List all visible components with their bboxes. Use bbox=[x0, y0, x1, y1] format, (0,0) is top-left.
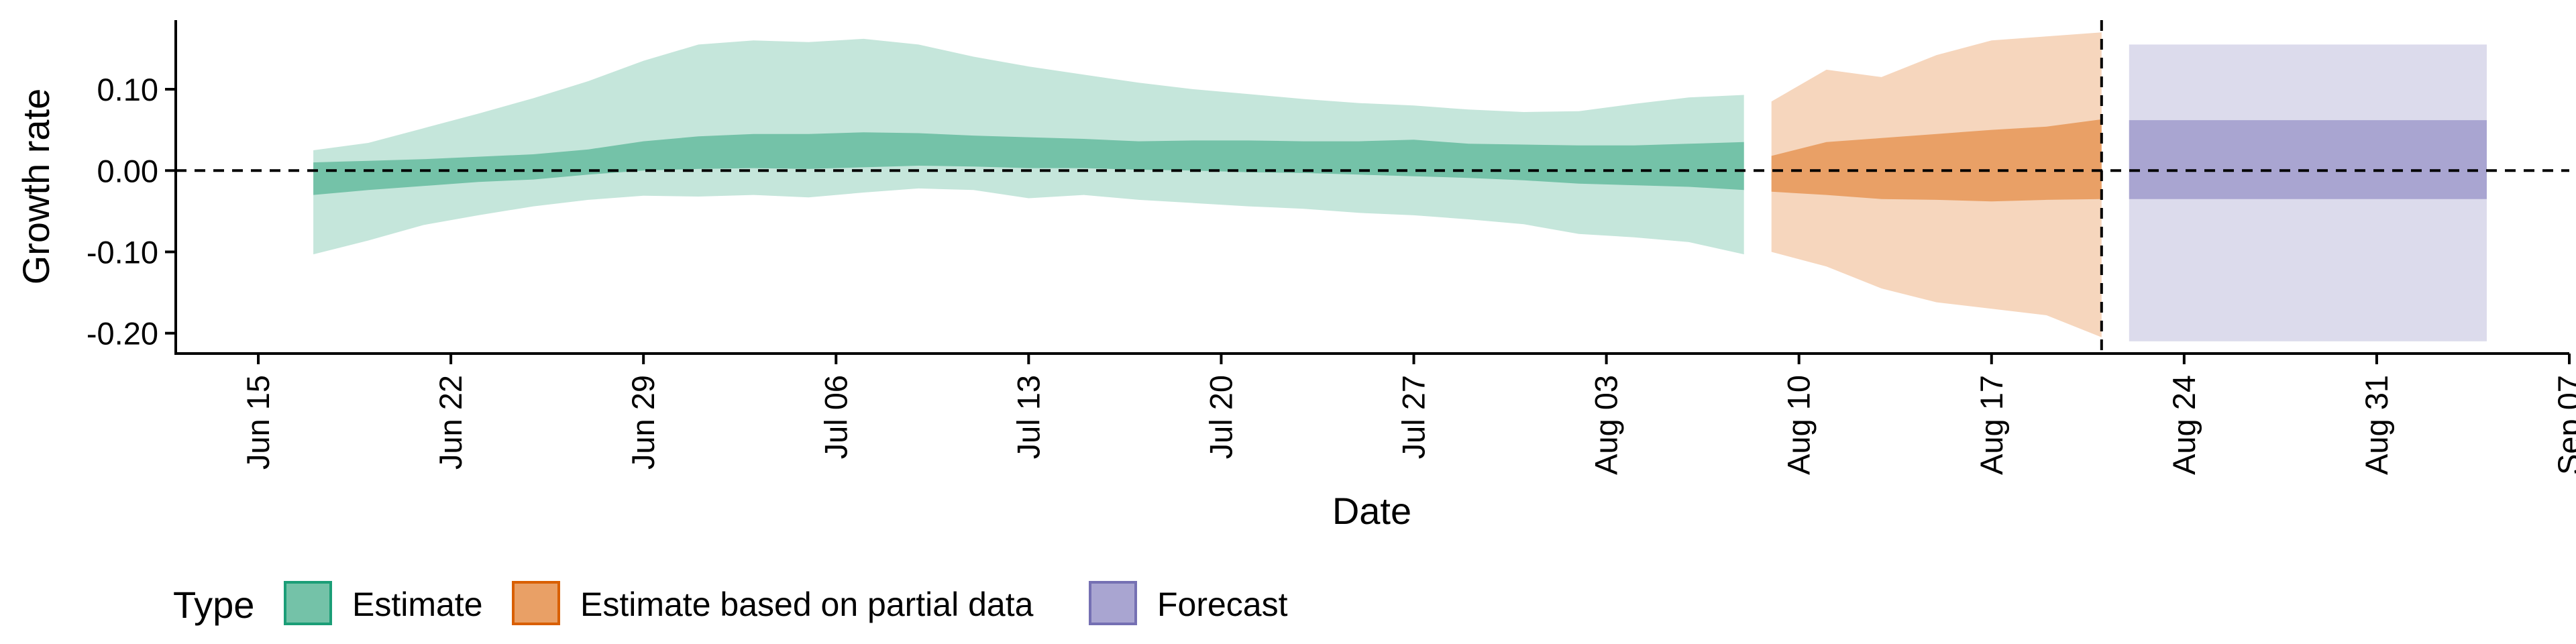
forecast-50-band bbox=[2129, 120, 2487, 199]
axes bbox=[174, 20, 2569, 355]
legend-title: Type bbox=[173, 584, 254, 626]
legend: Type Estimate Estimate based on partial d… bbox=[173, 581, 1288, 626]
x-tick-label: Jun 15 bbox=[240, 375, 276, 470]
legend-swatch bbox=[1089, 581, 1137, 625]
y-tick-label: 0.10 bbox=[97, 72, 158, 107]
legend-label: Forecast bbox=[1157, 586, 1288, 623]
reference-lines bbox=[176, 20, 2569, 354]
y-axis-ticks: -0.20 -0.10 0.00 0.10 bbox=[87, 72, 176, 352]
x-tick-label: Jul 27 bbox=[1396, 375, 1432, 459]
x-tick-label: Aug 24 bbox=[2166, 375, 2202, 475]
legend-swatch bbox=[512, 581, 560, 625]
x-axis-title: Date bbox=[1332, 490, 1411, 532]
legend-label: Estimate bbox=[352, 586, 483, 623]
y-axis-title: Growth rate bbox=[15, 89, 57, 285]
x-tick-label: Aug 10 bbox=[1781, 375, 1817, 475]
x-axis-ticks: Jun 15 Jun 22 Jun 29 Jul 06 Jul 13 Jul 20 Jul … bbox=[240, 354, 2576, 475]
legend-label: Estimate based on partial data bbox=[580, 586, 1034, 623]
x-tick-label: Jun 29 bbox=[625, 375, 661, 470]
y-tick-label: -0.10 bbox=[87, 234, 158, 270]
y-tick-label: 0.00 bbox=[97, 153, 158, 189]
x-tick-label: Aug 03 bbox=[1589, 375, 1624, 475]
y-tick-label: -0.20 bbox=[87, 316, 158, 352]
x-tick-label: Jul 13 bbox=[1010, 375, 1046, 459]
x-tick-label: Jul 06 bbox=[818, 375, 853, 459]
x-tick-label: Jul 20 bbox=[1203, 375, 1238, 459]
x-tick-label: Aug 17 bbox=[1974, 375, 2009, 475]
series-bands bbox=[313, 32, 2487, 341]
x-tick-label: Jun 22 bbox=[433, 375, 468, 470]
estimate-based-on-partial-data-50-band bbox=[1771, 119, 2102, 202]
x-tick-label: Sep 07 bbox=[2551, 375, 2576, 475]
x-tick-label: Aug 31 bbox=[2359, 375, 2394, 475]
legend-swatch bbox=[284, 581, 332, 625]
estimate-50-band bbox=[313, 132, 1744, 195]
